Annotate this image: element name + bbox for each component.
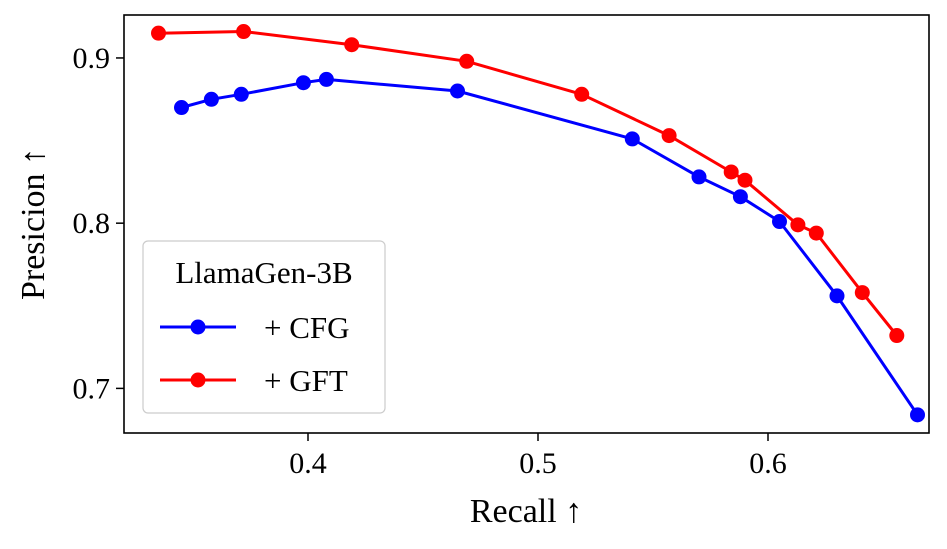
- legend-box: [142, 240, 386, 414]
- data-point-cfg: [233, 86, 249, 102]
- x-axis-label: Recall ↑: [470, 493, 582, 530]
- data-point-gft: [808, 225, 824, 241]
- x-tick-label: 0.4: [289, 447, 327, 480]
- y-tick-label: 0.8: [73, 207, 111, 240]
- data-point-cfg: [624, 131, 640, 147]
- data-point-gft: [889, 328, 905, 344]
- data-point-gft: [723, 164, 739, 180]
- x-tick-label: 0.6: [749, 447, 787, 480]
- data-point-cfg: [295, 75, 311, 91]
- data-point-cfg: [910, 407, 925, 423]
- x-tick-label: 0.5: [519, 447, 557, 480]
- data-point-cfg: [732, 189, 748, 205]
- series-line-gft: [158, 30, 898, 337]
- x-axis: 0.4 0.5 0.6: [289, 433, 787, 480]
- data-point-cfg: [203, 91, 219, 107]
- legend-title: LlamaGen-3B: [175, 255, 352, 290]
- legend-marker-gft: [190, 372, 206, 388]
- data-point-cfg: [829, 288, 845, 304]
- data-point-cfg: [691, 169, 707, 185]
- plot-frame: [123, 14, 930, 434]
- data-point-gft: [854, 285, 870, 301]
- legend-label-cfg: + CFG: [264, 310, 350, 345]
- y-axis-label: Presicion ↑: [15, 148, 52, 300]
- legend-marker-cfg: [190, 319, 206, 335]
- data-point-gft: [790, 217, 806, 233]
- data-point-gft: [236, 24, 252, 40]
- legend-entries: + CFG + GFT: [160, 310, 350, 398]
- y-tick-label: 0.7: [73, 372, 111, 405]
- data-point-gft: [151, 25, 166, 41]
- data-point-gft: [459, 53, 475, 69]
- data-point-cfg: [174, 100, 189, 116]
- data-point-cfg: [772, 214, 787, 230]
- y-axis: 0.7 0.8 0.9: [73, 42, 124, 405]
- data-point-cfg: [318, 71, 334, 87]
- legend-label-gft: + GFT: [264, 363, 348, 398]
- data-point-cfg: [450, 83, 465, 99]
- data-point-gft: [344, 37, 360, 53]
- y-tick-label: 0.9: [73, 42, 111, 75]
- data-point-gft: [737, 172, 753, 188]
- series-layer: [151, 24, 925, 423]
- legend: LlamaGen-3B + CFG + GFT: [142, 240, 386, 414]
- data-point-gft: [661, 128, 677, 144]
- data-point-gft: [574, 86, 590, 102]
